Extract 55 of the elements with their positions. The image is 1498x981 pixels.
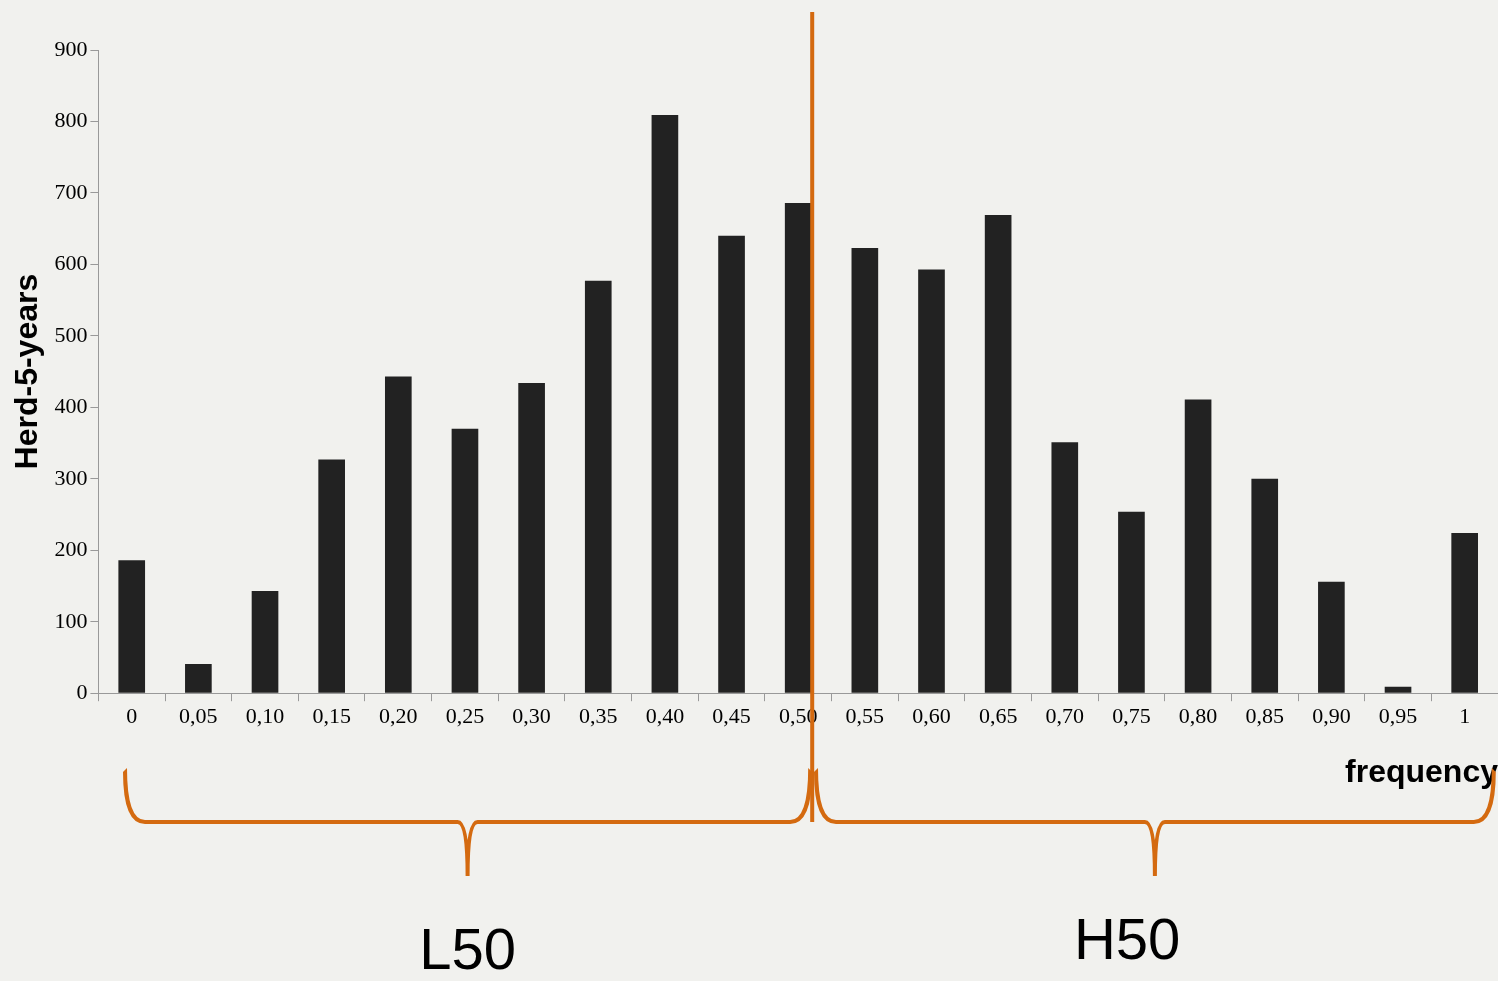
y-axis-title: Herd-5-years	[8, 273, 45, 470]
x-tick-label: 0	[126, 703, 138, 729]
x-tick-label: 0,05	[179, 703, 218, 729]
bar	[384, 376, 412, 693]
x-tick-label: 0,25	[445, 703, 485, 729]
bar	[451, 428, 479, 693]
bar	[1051, 442, 1079, 693]
y-tick-label: 0	[76, 678, 88, 704]
bar	[1384, 686, 1412, 693]
x-tick-label: 0,10	[245, 703, 285, 729]
y-tick-label: 500	[54, 321, 88, 347]
y-tick-label: 100	[54, 607, 88, 633]
y-tick-label: 300	[54, 464, 88, 490]
x-tick-label: 0,85	[1245, 703, 1284, 729]
y-tick-label: 600	[54, 250, 88, 276]
bar	[518, 383, 545, 693]
bar	[718, 235, 745, 693]
y-tick-label: 700	[54, 178, 88, 204]
bar	[251, 591, 279, 693]
bar	[1451, 533, 1479, 693]
x-tick-label: 0,60	[912, 703, 951, 729]
x-tick-label: 0,80	[1178, 703, 1218, 729]
x-tick-label: 0,65	[978, 703, 1018, 729]
x-tick-label: 0,95	[1378, 703, 1418, 729]
text: L50	[419, 915, 516, 981]
bar	[784, 202, 812, 693]
bar	[984, 215, 1012, 693]
x-tick-label: 0,75	[1112, 703, 1151, 729]
x-tick-label: 0,35	[579, 703, 618, 729]
x-tick-label: 0,40	[645, 703, 685, 729]
y-tick-label: 800	[54, 107, 88, 133]
text: H50	[1073, 905, 1181, 972]
x-tick-label: 0,70	[1045, 703, 1085, 729]
x-tick-label: 0,20	[379, 703, 418, 729]
x-tick-label: 0,45	[712, 703, 751, 729]
x-tick-label: 1	[1459, 703, 1471, 729]
bar	[118, 560, 146, 693]
bar	[1184, 399, 1212, 693]
bar	[318, 459, 345, 693]
x-tick-label: 0,55	[845, 703, 885, 729]
x-axis-title: frequency	[1345, 752, 1498, 789]
bar	[651, 115, 679, 693]
y-tick-label: 900	[54, 35, 88, 61]
bar	[918, 269, 945, 693]
x-tick-label: 0,15	[312, 703, 351, 729]
bar	[1318, 581, 1345, 693]
x-tick-label: 0,90	[1312, 703, 1351, 729]
bar	[1251, 478, 1279, 693]
y-tick-label: 200	[54, 536, 88, 562]
bar	[584, 280, 612, 693]
y-tick-label: 400	[54, 393, 88, 419]
x-tick-label: 0,30	[512, 703, 551, 729]
bar	[851, 247, 879, 693]
bar	[185, 663, 212, 693]
bar	[1118, 511, 1145, 693]
